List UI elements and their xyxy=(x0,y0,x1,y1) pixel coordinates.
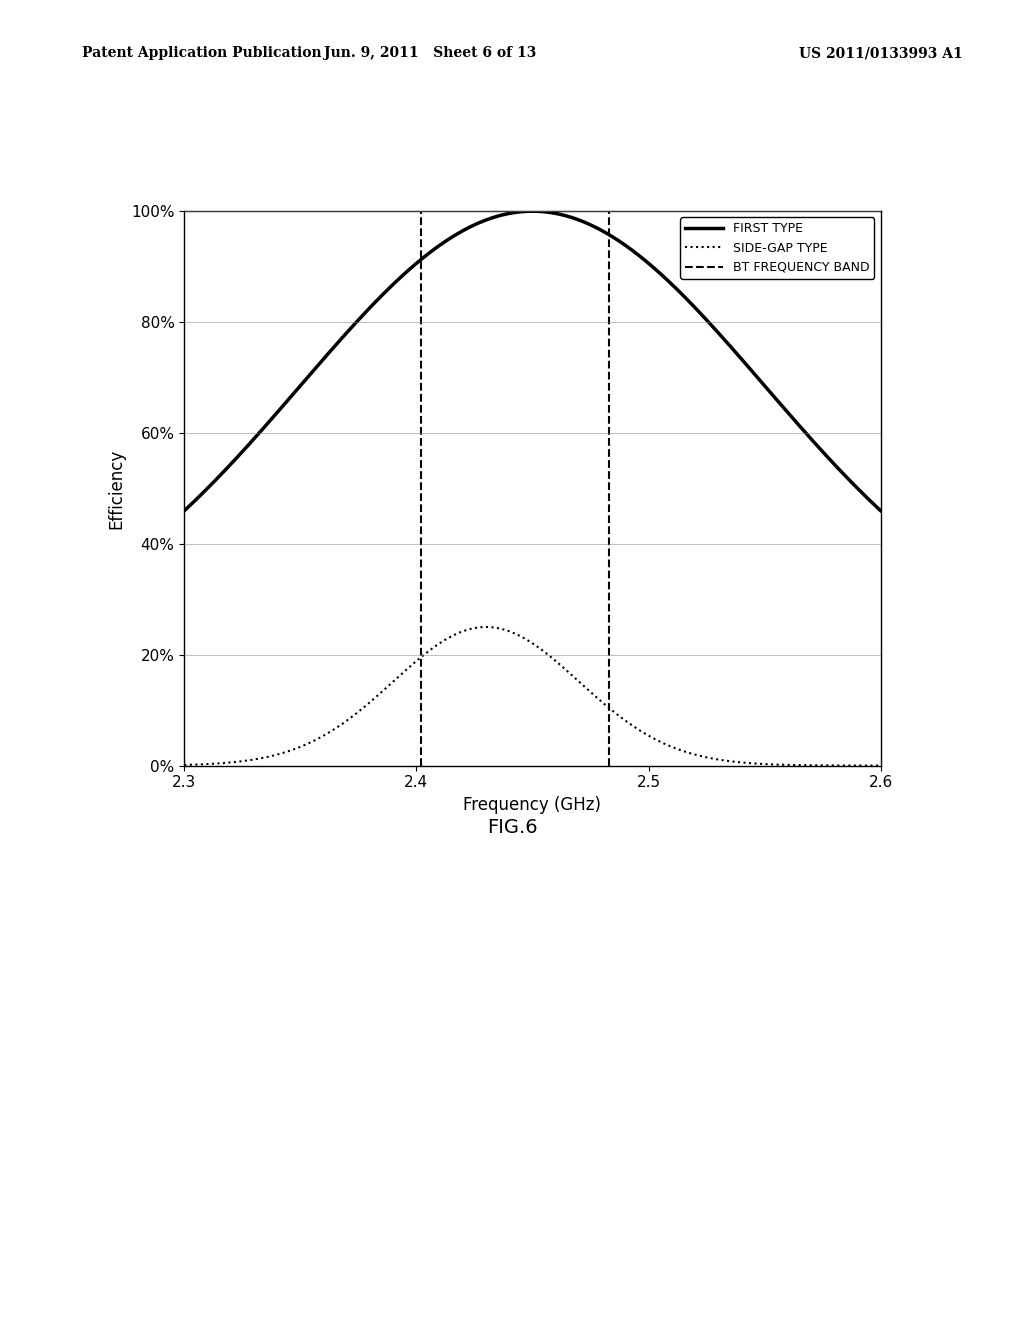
SIDE-GAP TYPE xyxy=(657,735,670,751)
SIDE-GAP TYPE xyxy=(874,758,887,774)
FIRST TYPE xyxy=(249,429,261,445)
Text: US 2011/0133993 A1: US 2011/0133993 A1 xyxy=(799,46,963,61)
Legend: FIRST TYPE, SIDE-GAP TYPE, BT FREQUENCY BAND: FIRST TYPE, SIDE-GAP TYPE, BT FREQUENCY … xyxy=(680,218,874,279)
SIDE-GAP TYPE xyxy=(249,751,261,767)
Y-axis label: Efficiency: Efficiency xyxy=(108,449,126,528)
SIDE-GAP TYPE xyxy=(485,619,498,635)
SIDE-GAP TYPE xyxy=(480,619,493,635)
FIRST TYPE xyxy=(178,503,190,519)
FIRST TYPE xyxy=(734,350,746,366)
SIDE-GAP TYPE xyxy=(460,622,472,638)
X-axis label: Frequency (GHz): Frequency (GHz) xyxy=(464,796,601,814)
FIRST TYPE xyxy=(722,335,734,351)
SIDE-GAP TYPE xyxy=(178,756,190,772)
SIDE-GAP TYPE xyxy=(722,752,734,768)
SIDE-GAP TYPE xyxy=(734,755,746,771)
FIRST TYPE xyxy=(460,222,472,238)
FIRST TYPE xyxy=(526,203,539,219)
Line: SIDE-GAP TYPE: SIDE-GAP TYPE xyxy=(184,627,881,766)
Text: FIG.6: FIG.6 xyxy=(486,818,538,837)
FIRST TYPE xyxy=(874,503,887,519)
FIRST TYPE xyxy=(484,210,497,226)
Text: Patent Application Publication: Patent Application Publication xyxy=(82,46,322,61)
Text: Jun. 9, 2011   Sheet 6 of 13: Jun. 9, 2011 Sheet 6 of 13 xyxy=(324,46,537,61)
FIRST TYPE xyxy=(657,268,670,284)
Line: FIRST TYPE: FIRST TYPE xyxy=(184,211,881,511)
